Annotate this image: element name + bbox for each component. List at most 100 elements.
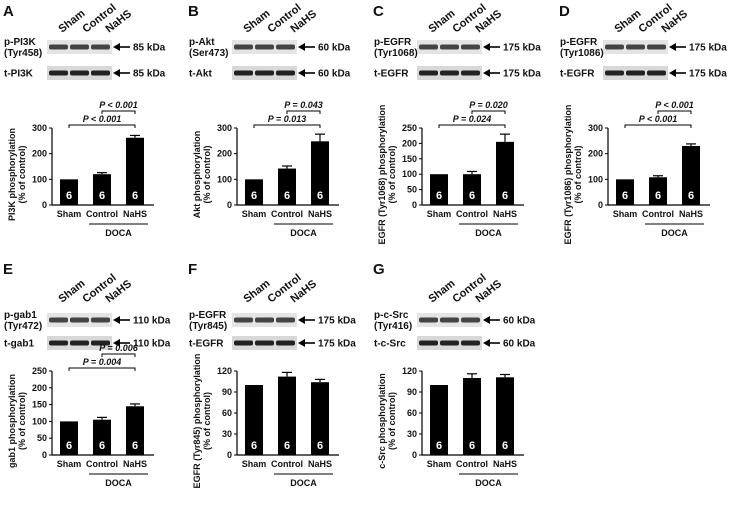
y-tick-label: 200 <box>588 149 603 159</box>
y-tick-label: 100 <box>402 169 417 179</box>
bar <box>463 378 481 455</box>
lane-label: Sham <box>612 7 643 35</box>
panel-letter: C <box>373 3 384 20</box>
bar <box>93 419 111 455</box>
arrow-head <box>298 339 305 347</box>
blot-band <box>647 70 666 76</box>
n-label: 6 <box>66 190 72 202</box>
group-label: DOCA <box>475 228 502 238</box>
x-tick-label: NaHS <box>308 209 332 219</box>
bar <box>682 145 700 205</box>
x-tick-label: NaHS <box>493 459 517 469</box>
arrow-head <box>113 69 120 77</box>
n-label: 6 <box>317 440 323 452</box>
n-label: 6 <box>132 190 138 202</box>
arrow-head <box>669 43 676 51</box>
y-axis-title: (% of control) <box>387 146 397 204</box>
x-tick-label: Control <box>271 209 303 219</box>
blot-size: 110 kDa <box>133 316 171 327</box>
group-label: DOCA <box>290 228 317 238</box>
blot-band <box>419 70 438 76</box>
y-axis-title: (% of control) <box>202 392 212 450</box>
panel-letter: D <box>559 3 570 20</box>
blot-label: t-PI3K <box>4 69 34 80</box>
y-tick-label: 0 <box>412 450 417 460</box>
blot-size: 175 kDa <box>318 316 356 327</box>
blot-band <box>70 44 89 50</box>
blot-label: (Tyr845) <box>189 321 227 332</box>
blot-band <box>461 44 480 50</box>
bar <box>496 377 514 455</box>
x-tick-label: Control <box>456 209 488 219</box>
blot-label: p-gab1 <box>4 310 37 321</box>
bar <box>126 406 144 455</box>
bar <box>60 421 78 455</box>
bar <box>496 141 514 205</box>
y-tick-label: 150 <box>32 400 47 410</box>
blot-band <box>419 44 438 50</box>
panel-letter: E <box>3 261 13 278</box>
x-tick-label: Sham <box>242 459 267 469</box>
blot-label: t-EGFR <box>189 339 224 350</box>
x-tick-label: Control <box>86 209 118 219</box>
blot-label: t-Akt <box>189 69 212 80</box>
y-axis-title: EGFR (Tyr845) phosphorylation <box>192 354 202 489</box>
n-label: 6 <box>655 190 661 202</box>
y-axis-title: (% of control) <box>17 392 27 450</box>
blot-band <box>419 317 438 323</box>
lane-label: Sham <box>426 7 457 35</box>
bar <box>278 168 296 205</box>
bar <box>278 376 296 455</box>
blot-band <box>49 44 68 50</box>
blot-band <box>234 70 253 76</box>
blot-band <box>461 340 480 346</box>
blot-band <box>255 317 274 323</box>
y-tick-label: 0 <box>227 200 232 210</box>
y-tick-label: 50 <box>407 185 417 195</box>
arrow-head <box>113 43 120 51</box>
p-value: P < 0.001 <box>655 100 693 110</box>
group-label: DOCA <box>105 228 132 238</box>
y-tick-label: 60 <box>222 408 232 418</box>
panel: A Sham Control NaHS p-PI3K(Tyr458) 85 kDa t-PI… <box>3 2 166 238</box>
n-label: 6 <box>284 440 290 452</box>
x-tick-label: Sham <box>613 209 638 219</box>
blot-size: 175 kDa <box>689 69 727 80</box>
y-axis-title: (% of control) <box>387 392 397 450</box>
blot-label: p-EGFR <box>374 37 412 48</box>
bracket <box>101 110 136 114</box>
y-tick-label: 300 <box>588 123 603 133</box>
y-axis-title: c-Src phosphorylation <box>377 373 387 469</box>
x-tick-label: NaHS <box>123 459 147 469</box>
blot-label: t-EGFR <box>560 69 595 80</box>
blot-size: 60 kDa <box>503 316 536 327</box>
x-tick-label: Control <box>86 459 118 469</box>
lane-label: Sham <box>426 277 457 305</box>
y-tick-label: 0 <box>42 200 47 210</box>
y-tick-label: 120 <box>402 366 417 376</box>
lane-label: Sham <box>56 277 87 305</box>
y-tick-label: 300 <box>32 123 47 133</box>
n-label: 6 <box>622 190 628 202</box>
y-tick-label: 200 <box>32 383 47 393</box>
n-label: 6 <box>502 190 508 202</box>
bracket <box>68 124 136 128</box>
y-tick-label: 100 <box>588 174 603 184</box>
y-axis-title: (% of control) <box>573 146 583 204</box>
bracket <box>624 124 692 128</box>
n-label: 6 <box>284 190 290 202</box>
panel: G Sham Control NaHS p-c-Src(Tyr416) 60 kDa t-c… <box>373 261 536 488</box>
n-label: 6 <box>502 440 508 452</box>
bracket <box>471 110 506 114</box>
panel-letter: A <box>3 3 14 20</box>
bar <box>245 179 263 205</box>
y-tick-label: 0 <box>598 200 603 210</box>
y-tick-label: 90 <box>222 387 232 397</box>
blot-label: p-EGFR <box>560 37 598 48</box>
blot-band <box>605 44 624 50</box>
blot-size: 85 kDa <box>133 69 166 80</box>
lane-label: Sham <box>241 7 272 35</box>
y-tick-label: 30 <box>407 429 417 439</box>
blot-size: 60 kDa <box>318 43 351 54</box>
blot-label: (Ser473) <box>189 48 228 59</box>
